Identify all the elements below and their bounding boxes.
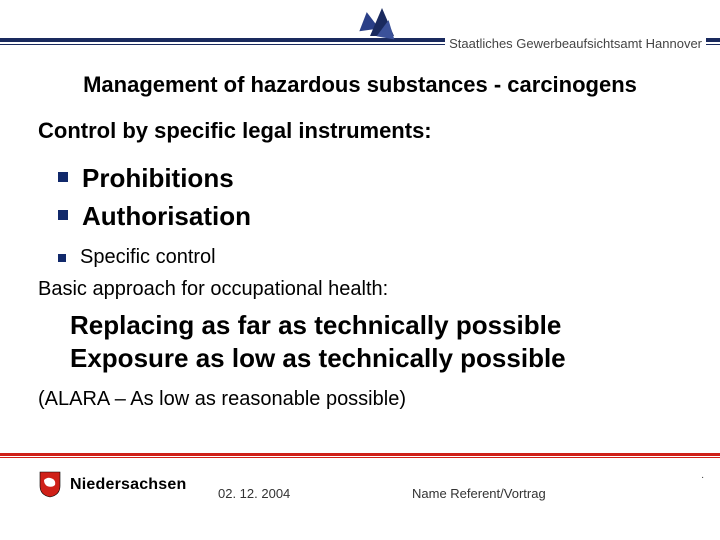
bullet-item: Prohibitions xyxy=(58,160,251,198)
niedersachsen-crest-icon xyxy=(38,470,62,498)
bullet-list-primary: Prohibitions Authorisation xyxy=(58,160,251,235)
bullet-list-secondary: Specific control xyxy=(58,246,216,269)
slide-subtitle: Control by specific legal instruments: xyxy=(38,118,432,144)
square-bullet-icon xyxy=(58,172,68,182)
bullet-text: Prohibitions xyxy=(82,160,234,198)
footer-rule-thin xyxy=(0,457,720,458)
agency-name: Staatliches Gewerbeaufsichtsamt Hannover xyxy=(445,36,706,51)
slide-title: Management of hazardous substances - car… xyxy=(50,72,670,98)
agency-logo-icon xyxy=(358,8,398,48)
emphasis-line-2: Exposure as low as technically possible xyxy=(70,343,566,374)
square-bullet-icon xyxy=(58,210,68,220)
basic-approach-label: Basic approach for occupational health: xyxy=(38,278,388,301)
bullet-item: Authorisation xyxy=(58,198,251,236)
bullet-item: Specific control xyxy=(58,246,216,269)
emphasis-line-1: Replacing as far as technically possible xyxy=(70,310,561,341)
bullet-text: Authorisation xyxy=(82,198,251,236)
footer-state-name: Niedersachsen xyxy=(70,476,186,494)
bullet-text: Specific control xyxy=(80,246,216,269)
alara-note: (ALARA – As low as reasonable possible) xyxy=(38,388,406,411)
footer-rule-thick xyxy=(0,453,720,456)
footer-presenter: Name Referent/Vortrag xyxy=(412,486,546,501)
square-bullet-icon xyxy=(58,254,66,262)
footer-dot: . xyxy=(701,470,704,481)
footer-date: 02. 12. 2004 xyxy=(218,486,290,501)
